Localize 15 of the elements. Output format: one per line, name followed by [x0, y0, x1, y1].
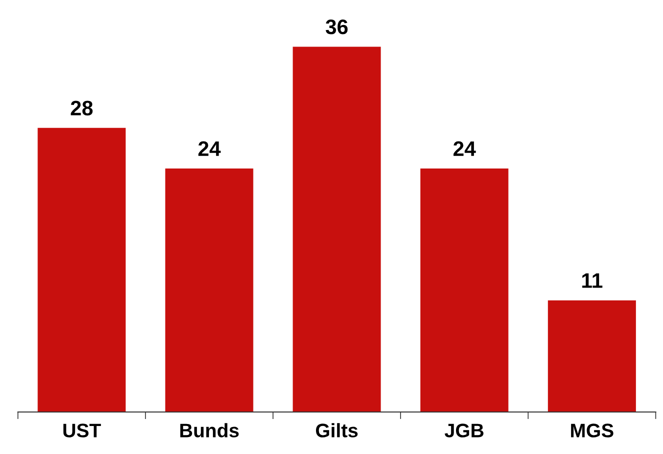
data-label: 11	[582, 273, 602, 288]
bar	[548, 300, 636, 412]
data-label: 24	[454, 141, 476, 156]
bar	[292, 46, 381, 412]
x-tick-label: JGB	[444, 424, 484, 438]
bar	[38, 128, 126, 412]
data-label: 28	[70, 100, 93, 116]
data-label: 36	[326, 20, 348, 34]
data-label: 24	[198, 141, 221, 156]
bar	[165, 168, 254, 412]
x-tick-label: Gilts	[316, 423, 358, 438]
x-tick-label: MGS	[571, 424, 614, 438]
x-tick-label: UST	[63, 424, 101, 438]
x-tick-label: Bunds	[180, 423, 239, 438]
bar	[420, 168, 508, 412]
